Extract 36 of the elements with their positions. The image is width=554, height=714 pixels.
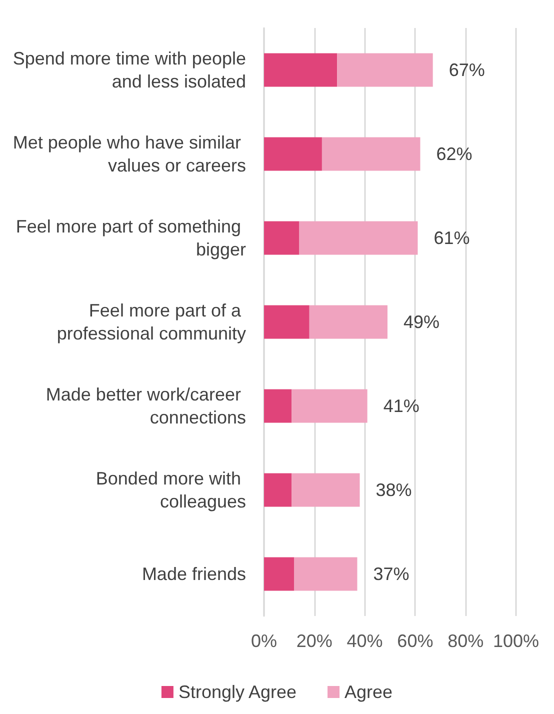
x-tick-label: 20%	[296, 631, 332, 651]
legend-label: Agree	[344, 682, 393, 702]
x-tick-label: 80%	[448, 631, 484, 651]
bar	[292, 473, 360, 507]
bar	[294, 557, 358, 591]
bar	[309, 305, 388, 339]
total-label: 37%	[373, 564, 410, 584]
legend-label: Strongly Agree	[178, 682, 297, 702]
bar	[264, 137, 322, 171]
bar	[322, 137, 420, 171]
x-tick-label: 0%	[250, 631, 278, 651]
bar	[264, 557, 294, 591]
total-label: 67%	[448, 60, 485, 80]
total-label: 62%	[436, 144, 472, 164]
total-label: 41%	[383, 396, 420, 416]
bar	[264, 473, 292, 507]
total-label: 38%	[376, 480, 412, 500]
y-tick-label: Made better work/career connections	[46, 384, 246, 428]
bar	[264, 53, 338, 87]
x-tick-label: 60%	[397, 631, 434, 651]
x-tick-label: 100%	[492, 631, 540, 651]
y-tick-label: Met people who have similar values or careers	[12, 132, 246, 176]
y-tick-label: Made friends	[142, 564, 246, 584]
y-tick-label: Feel more part of a professional community	[56, 300, 246, 344]
bar	[264, 389, 292, 423]
bar	[264, 305, 310, 339]
bar	[337, 53, 433, 87]
y-tick-label: Bonded more with colleagues	[96, 468, 246, 512]
y-tick-label: Feel more part of something bigger	[16, 216, 246, 260]
x-tick-label: 40%	[346, 631, 383, 651]
total-label: 49%	[403, 312, 440, 332]
bar	[264, 221, 300, 255]
total-label: 61%	[434, 228, 470, 248]
bar	[299, 221, 418, 255]
y-tick-label: Spend more time with people and less isolated	[12, 48, 246, 92]
bar	[292, 389, 368, 423]
